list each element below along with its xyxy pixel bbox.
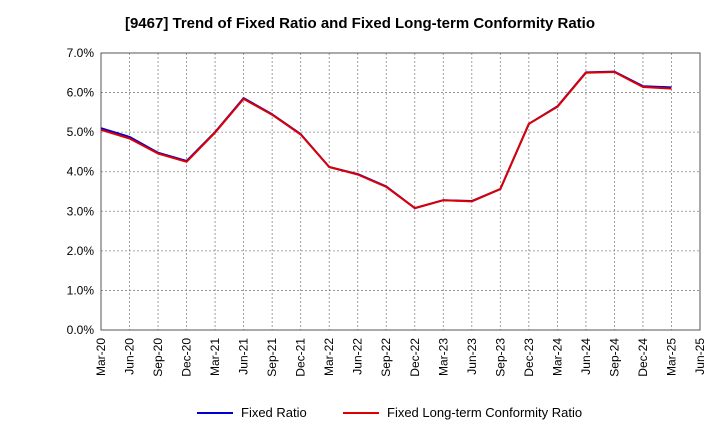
x-tick-label: Mar-20	[94, 338, 108, 376]
x-tick-label: Jun-21	[237, 338, 251, 375]
x-tick-label: Sep-20	[151, 338, 165, 377]
legend-swatch-fixed-long-term-conformity-ratio	[343, 411, 379, 414]
y-tick-label: 4.0%	[67, 165, 95, 179]
axis-layer: 0.0% 1.0% 2.0% 3.0% 4.0% 5.0% 6.0% 7.0% Mar-20 Ju…	[67, 46, 707, 377]
x-tick-label: Sep-22	[379, 338, 393, 377]
x-tick-label: Jun-20	[123, 338, 137, 375]
x-tick-label: Dec-20	[180, 338, 194, 377]
x-tick-label: Dec-24	[636, 338, 650, 377]
x-tick-label: Mar-21	[208, 338, 222, 376]
x-tick-label: Jun-23	[465, 338, 479, 375]
x-tick-label: Mar-25	[664, 338, 678, 376]
x-tick-label: Mar-24	[550, 338, 564, 376]
x-tick-label: Mar-23	[436, 338, 450, 376]
plot-frame	[100, 52, 701, 331]
y-tick-label: 2.0%	[67, 244, 95, 258]
series-line-fixed-long-term-conformity-ratio	[100, 71, 672, 210]
legend-swatch-fixed-ratio	[197, 411, 233, 414]
y-tick-label: 5.0%	[67, 125, 95, 139]
legend-label-fixed-ratio: Fixed Ratio	[241, 405, 307, 420]
chart-title: [9467] Trend of Fixed Ratio and Fixed Lo…	[124, 15, 596, 32]
y-tick-label: 6.0%	[67, 86, 95, 100]
x-tick-label: Dec-23	[522, 338, 536, 377]
legend-label-fixed-long-term-conformity-ratio: Fixed Long-term Conformity Ratio	[387, 405, 583, 420]
y-tick-label: 0.0%	[67, 323, 95, 337]
legend-item-fixed-ratio: Fixed Ratio	[197, 405, 307, 420]
x-tick-label: Dec-22	[408, 338, 422, 377]
grid-layer	[101, 53, 700, 330]
y-tick-label: 3.0%	[67, 204, 95, 218]
series-layer	[100, 70, 672, 210]
x-tick-label: Sep-24	[607, 338, 621, 377]
x-tick-label: Mar-22	[322, 338, 336, 376]
y-tick-label: 7.0%	[67, 46, 95, 60]
plot-area	[101, 53, 700, 330]
x-tick-label: Sep-23	[493, 338, 507, 377]
y-tick-label: 1.0%	[67, 283, 95, 297]
x-tick-label: Sep-21	[265, 338, 279, 377]
legend: Fixed Ratio Fixed Long-term Conformity R…	[0, 405, 720, 425]
x-tick-label: Dec-21	[294, 338, 308, 377]
legend-item-fixed-long-term-conformity-ratio: Fixed Long-term Conformity Ratio	[343, 405, 582, 420]
x-tick-label: Jun-24	[579, 338, 593, 375]
x-tick-label: Jun-22	[351, 338, 365, 375]
x-tick-label: Jun-25	[693, 338, 707, 375]
